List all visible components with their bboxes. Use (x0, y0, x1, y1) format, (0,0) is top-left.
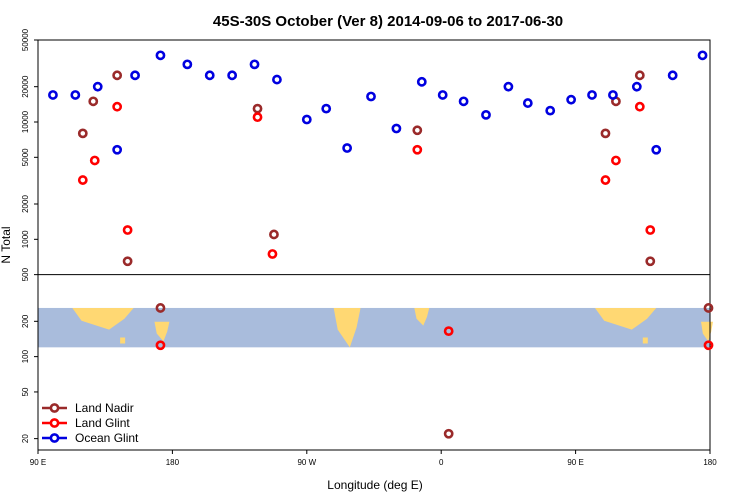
x-tick-label: 180 (166, 458, 180, 467)
land-nadir-point (252, 103, 263, 114)
y-tick-label: 2000 (21, 195, 30, 213)
ocean-glint-point (651, 144, 662, 155)
ocean-glint-point (48, 90, 58, 100)
land-glint-point (611, 155, 621, 166)
legend-marker-land-glint (49, 418, 60, 428)
land-tasmania-repeat (642, 337, 648, 344)
land-tasmania (120, 337, 126, 344)
legend-label-land-glint: Land Glint (75, 416, 130, 430)
y-tick-label: 10000 (21, 110, 30, 133)
land-nadir-point (443, 428, 454, 439)
land-nadir-point (645, 256, 656, 267)
ocean-glint-point (321, 103, 332, 114)
y-tick-label: 5000 (21, 148, 30, 166)
y-tick-label: 50 (21, 387, 30, 396)
ocean-glint-point (437, 90, 448, 100)
land-glint-point (252, 112, 263, 123)
data-points (48, 50, 714, 439)
ocean-glint-point (155, 50, 166, 61)
land-nadir-point (600, 128, 611, 139)
ocean-glint-point (204, 70, 215, 81)
ocean-glint-point (697, 50, 708, 61)
x-tick-label: 180 (703, 458, 717, 467)
land-nadir-point (634, 70, 645, 81)
ocean-glint-point (301, 114, 312, 125)
x-tick-label: 90 W (297, 458, 316, 467)
ocean-glint-point (366, 91, 376, 102)
x-tick-label: 90 E (30, 458, 46, 467)
ocean-glint-point (566, 94, 577, 105)
land-glint-point (122, 225, 133, 235)
y-axis: 20 50 100 200 500 1000 2000 5000 10000 20000 50000 (21, 28, 38, 443)
land-new-zealand (154, 321, 170, 342)
plot-frame (37, 39, 711, 451)
land-glint-point (77, 175, 88, 185)
x-tick-label: 90 E (567, 458, 583, 467)
land-glint-point (412, 144, 423, 155)
x-tick-label: 0 (439, 458, 444, 467)
y-tick-label: 1000 (21, 230, 30, 248)
ocean-glint-point (70, 90, 81, 100)
land-australia-repeat (595, 307, 657, 330)
legend-label-ocean-glint: Ocean Glint (75, 431, 139, 445)
land-glint-point (645, 225, 656, 235)
background-map (38, 307, 713, 348)
ocean-glint-point (667, 70, 678, 81)
land-glint-point (155, 340, 166, 351)
land-glint-point (703, 340, 714, 351)
chart-title: 45S-30S October (Ver 8) 2014-09-06 to 20… (213, 13, 563, 30)
land-nadir-point (77, 128, 88, 139)
x-axis: 90 E 180 90 W 0 90 E 180 (30, 450, 717, 467)
land-australia (72, 307, 134, 330)
land-glint-point (89, 155, 100, 166)
land-nadir-point (703, 303, 714, 313)
land-glint-point (600, 175, 611, 185)
y-tick-label: 20 (21, 434, 30, 443)
land-glint-point (443, 326, 454, 337)
y-tick-label: 100 (21, 349, 30, 363)
ocean-glint-point (416, 76, 427, 87)
ocean-glint-point (227, 70, 238, 81)
ocean-glint-point (272, 74, 282, 85)
land-africa (414, 307, 430, 326)
legend-label-land-nadir: Land Nadir (75, 401, 134, 415)
land-south-america (333, 307, 361, 348)
ocean-glint-point (631, 81, 642, 92)
ocean-band (38, 307, 710, 348)
y-axis-label: N Total (0, 226, 13, 263)
land-glint-point (267, 249, 278, 259)
y-tick-label: 500 (21, 267, 30, 281)
legend-marker-ocean-glint (49, 433, 60, 443)
ocean-glint-point (481, 109, 491, 120)
ocean-glint-point (130, 70, 140, 81)
land-glint-point (634, 101, 645, 112)
legend-marker-land-nadir (49, 403, 60, 413)
ocean-glint-point (503, 81, 514, 92)
ocean-glint-point (458, 96, 469, 107)
y-tick-label: 20000 (21, 75, 30, 98)
ocean-glint-point (608, 90, 618, 100)
land-nadir-point (155, 303, 166, 313)
ocean-glint-point (587, 90, 597, 100)
land-nadir-point (412, 125, 423, 136)
land-nadir-point (112, 70, 123, 81)
x-axis-label: Longitude (deg E) (327, 478, 422, 492)
ocean-glint-point (522, 98, 533, 108)
y-tick-label: 50000 (21, 28, 30, 51)
y-tick-label: 200 (21, 314, 30, 328)
land-nadir-point (88, 96, 99, 107)
ocean-glint-point (182, 59, 193, 70)
ocean-glint-point (92, 81, 103, 92)
ocean-glint-point (112, 144, 123, 155)
ocean-glint-point (249, 59, 260, 70)
ocean-glint-point (391, 123, 402, 134)
land-nadir-point (269, 229, 279, 240)
land-glint-point (112, 101, 123, 112)
ocean-glint-point (342, 143, 353, 153)
ocean-glint-point (545, 105, 556, 116)
land-nadir-point (122, 256, 133, 267)
